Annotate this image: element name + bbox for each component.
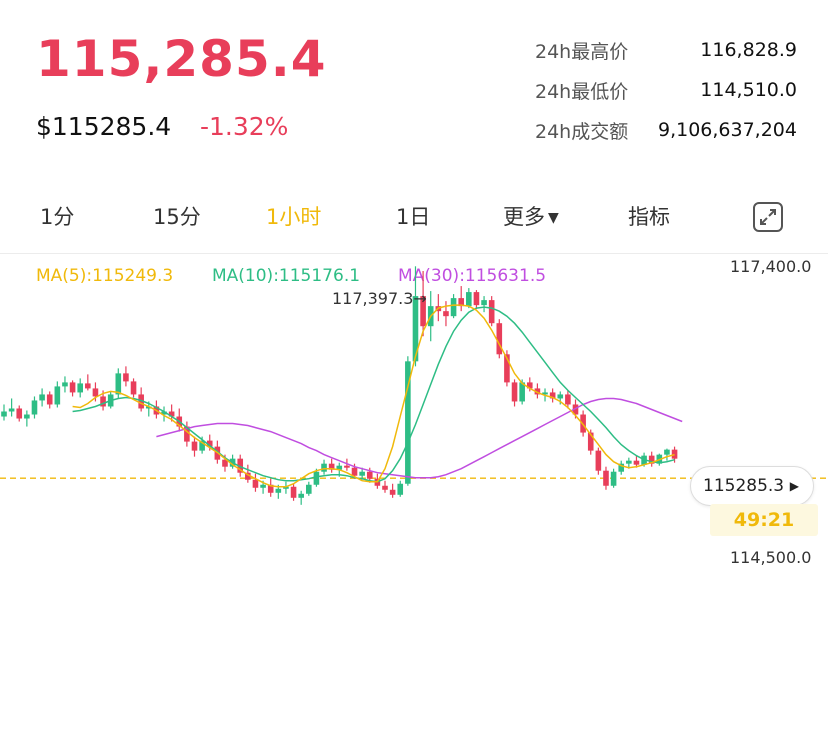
ma10-line [72, 306, 675, 483]
candle [626, 457, 632, 469]
candle [488, 296, 495, 327]
candle [420, 271, 426, 337]
candle [62, 376, 68, 393]
candle [450, 294, 457, 319]
stat-row-low: 24h最低价 114,510.0 [535, 70, 797, 110]
stat-value: 9,106,637,204 [657, 119, 797, 141]
candle [473, 290, 480, 310]
stat-value: 116,828.9 [700, 39, 797, 61]
tab-indicators[interactable]: 指标 [628, 205, 670, 229]
high-price-marker: 117,397.3→ [332, 289, 427, 308]
candle [648, 451, 655, 467]
ma5-line [72, 304, 675, 488]
tab-more-label: 更多 [503, 205, 545, 229]
candle [458, 286, 464, 312]
candle [77, 378, 83, 398]
candle [85, 374, 91, 391]
candle [344, 458, 350, 471]
candle [328, 458, 335, 473]
ma5-label: MA(5):115249.3 [36, 266, 174, 286]
tab-1m[interactable]: 1分 [40, 205, 75, 229]
divider [0, 253, 828, 254]
candle [321, 459, 327, 475]
stat-label: 24h最高价 [535, 40, 629, 63]
candle [603, 466, 609, 490]
axis-bottom-price: 114,500.0 [730, 548, 812, 567]
tab-1d[interactable]: 1日 [396, 205, 431, 229]
candle [595, 447, 602, 475]
candle [161, 406, 167, 422]
candle [534, 383, 541, 399]
current-price-tag[interactable]: 115285.3 ▶ [690, 466, 814, 506]
candle [511, 379, 518, 407]
stats-panel: 24h最高价 116,828.9 24h最低价 114,510.0 24h成交额… [535, 30, 797, 150]
candle-countdown: 49:21 [710, 504, 818, 536]
candle [412, 266, 419, 367]
candle [618, 460, 625, 475]
interval-tabs: 1分 15分 1小时 1日 更多 ▼ 指标 [0, 195, 828, 239]
candle [31, 396, 38, 419]
candle [115, 368, 122, 399]
candle [191, 436, 198, 457]
tab-15m[interactable]: 15分 [153, 205, 201, 229]
stat-row-volume: 24h成交额 9,106,637,204 [535, 110, 797, 150]
candle [267, 478, 274, 497]
candle [69, 380, 76, 397]
usd-price: $115285.4 [36, 112, 172, 141]
candle [389, 483, 396, 498]
candle [397, 480, 404, 497]
candle [549, 388, 556, 403]
candle [443, 301, 449, 327]
candle [664, 448, 670, 461]
candle [290, 483, 297, 501]
candle [245, 464, 251, 483]
stat-value: 114,510.0 [700, 79, 797, 101]
candle [565, 390, 571, 409]
candle [54, 381, 61, 408]
current-price-value: 115285.3 [703, 476, 785, 496]
candle [24, 410, 30, 427]
candle [16, 405, 23, 422]
candle [138, 387, 144, 412]
candle [610, 468, 617, 488]
candle [298, 490, 304, 505]
candle [306, 481, 312, 496]
candle [496, 319, 503, 359]
stat-label: 24h最低价 [535, 80, 629, 103]
candle [587, 429, 594, 455]
tab-1h[interactable]: 1小时 [266, 205, 322, 229]
candle [481, 296, 487, 313]
candle [252, 473, 259, 492]
candle [46, 391, 53, 409]
tab-more[interactable]: 更多 ▼ [503, 195, 559, 239]
last-price: 115,285.4 [36, 30, 327, 88]
candle [130, 378, 137, 398]
candle [237, 454, 244, 477]
candle [283, 481, 289, 494]
ma30-line [156, 397, 683, 479]
candle [184, 421, 190, 447]
stat-label: 24h成交额 [535, 120, 629, 143]
expand-icon [760, 209, 776, 225]
candle [123, 366, 129, 387]
ma10-label: MA(10):115176.1 [212, 266, 361, 286]
fullscreen-button[interactable] [753, 202, 783, 232]
stat-row-high: 24h最高价 116,828.9 [535, 30, 797, 70]
candle [8, 398, 15, 417]
candle [405, 356, 411, 486]
ma30-label: MA(30):115631.5 [398, 266, 547, 286]
arrow-right-icon: ▶ [789, 479, 799, 493]
candle [633, 455, 640, 468]
candle [466, 288, 472, 309]
candle [504, 350, 510, 387]
change-percent: -1.32% [200, 112, 289, 141]
candle [382, 480, 388, 493]
candle [39, 388, 45, 407]
candle [313, 468, 320, 487]
caret-down-icon: ▼ [548, 210, 559, 226]
candle [1, 404, 7, 421]
axis-top-price: 117,400.0 [730, 257, 812, 276]
candle [359, 467, 365, 480]
